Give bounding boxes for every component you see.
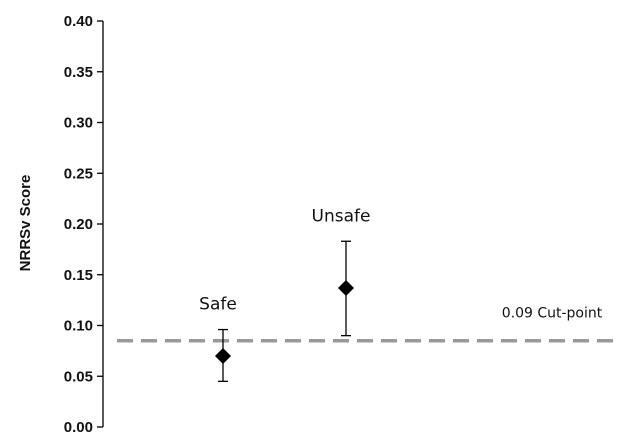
y-axis-label: NRRSv Score (17, 175, 34, 272)
y-tick-label: 0.35 (64, 64, 93, 81)
y-tick-label: 0.20 (64, 216, 93, 233)
category-label-unsafe: Unsafe (312, 206, 371, 226)
data-point-safe (215, 347, 231, 364)
cut-point-line-group: 0.09 Cut-point (117, 306, 619, 343)
data-points: Safe Unsafe (199, 206, 371, 382)
y-axis: 0.00 0.05 0.10 0.15 0.20 0.25 0.30 0.35 0.40 (64, 13, 104, 436)
y-tick-label: 0.15 (64, 267, 93, 284)
y-tick-label: 0.30 (64, 115, 93, 132)
y-tick-label: 0.05 (64, 368, 93, 385)
y-tick-label: 0.25 (64, 165, 93, 182)
cut-point-label: 0.09 Cut-point (502, 306, 603, 322)
y-tick-label: 0.00 (64, 419, 93, 436)
y-tick-label: 0.40 (64, 13, 93, 30)
data-point-unsafe (338, 279, 354, 296)
y-tick-label: 0.10 (64, 318, 93, 335)
category-label-safe: Safe (199, 295, 237, 315)
